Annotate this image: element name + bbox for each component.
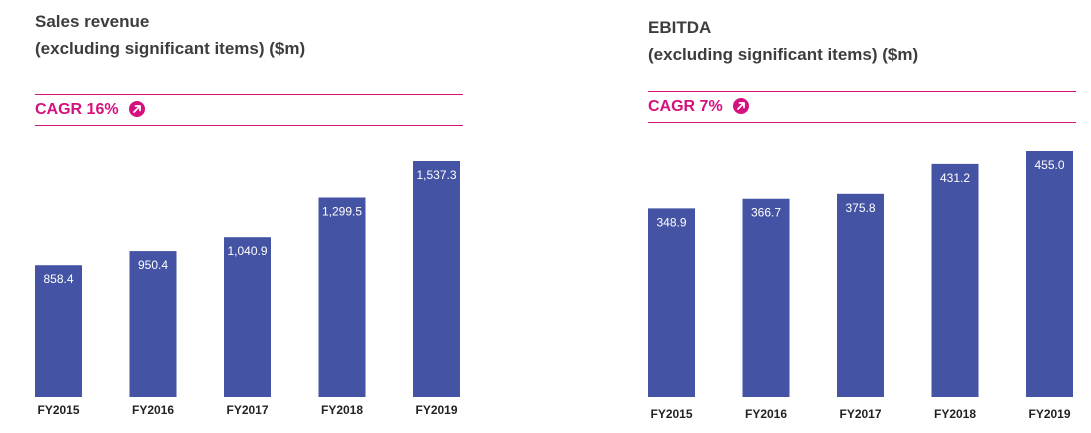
x-tick-label: FY2018 [934,407,976,421]
cagr-label: CAGR 7% [648,98,723,115]
chart-title-line-2: (excluding significant items) ($m) [648,45,919,64]
x-tick-label: FY2016 [745,407,787,421]
bar-fy2018 [318,197,366,397]
bar-fy2019 [413,161,460,397]
bar-value-label: 858.4 [43,272,73,286]
cagr-label: CAGR 16% [35,101,119,118]
cagr-band: CAGR 16% [35,94,463,126]
chart-title: Sales revenue (excluding significant ite… [35,8,305,62]
bar-value-label: 431.2 [940,171,970,185]
bar-fy2016 [742,198,790,397]
chart-title-line-1: Sales revenue [35,12,150,31]
bar-fy2018 [931,163,979,397]
bar-fy2015 [35,265,82,397]
x-tick-label: FY2019 [415,403,457,417]
bar-fy2017 [837,193,884,397]
arrow-up-right-circle-icon [733,98,750,114]
bar-value-label: 366.7 [751,206,781,220]
cagr-badge: CAGR 7% [648,98,750,116]
bar-value-label: 375.8 [845,201,875,215]
bar-value-label: 950.4 [138,258,168,272]
bar-value-label: 1,299.5 [322,205,362,219]
x-tick-label: FY2015 [37,403,79,417]
x-tick-label: FY2018 [321,403,363,417]
sales-revenue-bar-chart: 858.4 FY2015 950.4 FY2016 1,040.9 FY2017 1,299… [35,161,460,417]
cagr-badge: CAGR 16% [35,101,146,119]
x-tick-label: FY2016 [132,403,174,417]
arrow-up-right-circle-icon [129,101,146,117]
bar-value-label: 1,040.9 [227,244,267,258]
sales-revenue-panel: Sales revenue (excluding significant ite… [0,0,480,433]
ebitda-panel: EBITDA (excluding significant items) ($m… [612,0,1091,433]
bar-value-label: 348.9 [656,215,686,229]
bar-fy2017 [224,237,271,397]
x-tick-label: FY2017 [839,407,881,421]
chart-title-line-2: (excluding significant items) ($m) [35,39,306,58]
x-tick-label: FY2015 [650,407,692,421]
cagr-band: CAGR 7% [648,91,1076,123]
bar-value-label: 455.0 [1034,158,1064,172]
bar-value-label: 1,537.3 [416,168,456,182]
chart-title-line-1: EBITDA [648,18,712,37]
chart-title: EBITDA (excluding significant items) ($m… [648,14,918,68]
x-tick-label: FY2017 [226,403,268,417]
x-tick-label: FY2019 [1028,407,1070,421]
bar-fy2016 [129,251,177,397]
ebitda-bar-chart: 348.9 FY2015 366.7 FY2016 375.8 FY2017 431.2 FY… [648,151,1073,421]
bar-fy2019 [1026,151,1073,397]
bar-fy2015 [648,208,695,397]
